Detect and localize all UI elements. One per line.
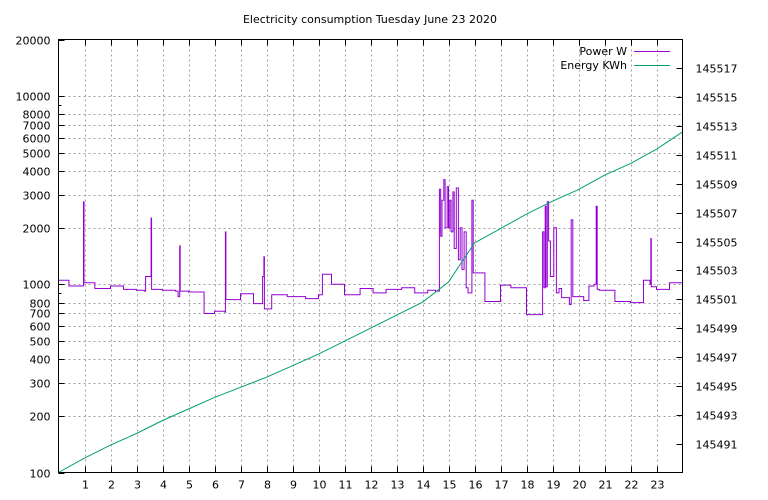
x-tick-label: 5 — [186, 479, 193, 492]
x-tick-label: 20 — [573, 479, 587, 492]
y-left-tick-label: 300 — [30, 378, 51, 391]
y-right-tick-label: 145505 — [696, 237, 738, 250]
y-right-tick-label: 145503 — [696, 265, 738, 278]
x-tick-label: 13 — [391, 479, 405, 492]
x-tick-label: 6 — [212, 479, 219, 492]
x-tick-label: 3 — [134, 479, 141, 492]
x-tick-label: 18 — [521, 479, 535, 492]
y-left-tick-label: 1000 — [23, 279, 51, 292]
x-tick-label: 1 — [82, 479, 89, 492]
y-left-tick-label: 8000 — [23, 109, 51, 122]
x-tick-label: 11 — [339, 479, 353, 492]
x-tick-label: 2 — [108, 479, 115, 492]
y-right-tick-label: 145499 — [696, 323, 738, 336]
y-left-tick-label: 5000 — [23, 148, 51, 161]
y-left-tick-label: 500 — [30, 336, 51, 349]
x-tick-label: 8 — [264, 479, 271, 492]
x-tick-label: 17 — [495, 479, 509, 492]
axis-labels: 1 2 3 4 5 6 7 8 9 10 11 12 13 14 15 16 17 18 19 20 21 22 23100… — [16, 35, 738, 492]
y-left-tick-label: 600 — [30, 321, 51, 334]
y-right-tick-label: 145493 — [696, 410, 738, 423]
y-right-tick-label: 145501 — [696, 294, 738, 307]
y-left-tick-label: 20000 — [16, 35, 51, 48]
y-right-tick-label: 145507 — [696, 208, 738, 221]
x-tick-label: 19 — [547, 479, 561, 492]
y-left-tick-label: 400 — [30, 354, 51, 367]
x-tick-label: 16 — [469, 479, 483, 492]
energy-kwh-series — [58, 131, 683, 473]
x-tick-label: 7 — [238, 479, 245, 492]
x-tick-label: 22 — [625, 479, 639, 492]
x-tick-label: 14 — [417, 479, 431, 492]
x-tick-label: 9 — [290, 479, 297, 492]
y-right-tick-label: 145513 — [696, 121, 738, 134]
y-left-tick-label: 700 — [30, 308, 51, 321]
series-layer — [58, 131, 683, 473]
y-left-tick-label: 100 — [30, 468, 51, 481]
y-left-tick-label: 10000 — [16, 91, 51, 104]
legend-label: Power W — [579, 45, 627, 58]
y-right-tick-label: 145511 — [696, 150, 738, 163]
y-left-tick-label: 2000 — [23, 223, 51, 236]
legend-label: Energy KWh — [560, 59, 627, 72]
y-right-tick-label: 145495 — [696, 381, 738, 394]
y-left-tick-label: 6000 — [23, 133, 51, 146]
x-tick-label: 23 — [651, 479, 665, 492]
x-tick-label: 12 — [365, 479, 379, 492]
y-right-tick-label: 145491 — [696, 439, 738, 452]
y-left-tick-label: 3000 — [23, 190, 51, 203]
x-tick-label: 10 — [313, 479, 327, 492]
y-left-tick-label: 800 — [30, 298, 51, 311]
y-left-tick-label: 4000 — [23, 166, 51, 179]
y-right-tick-label: 145497 — [696, 352, 738, 365]
y-left-tick-label: 200 — [30, 411, 51, 424]
x-tick-label: 15 — [443, 479, 457, 492]
y-right-tick-label: 145515 — [696, 92, 738, 105]
x-tick-label: 4 — [160, 479, 167, 492]
grid — [58, 39, 683, 473]
y-left-tick-label: 7000 — [23, 120, 51, 133]
y-right-tick-label: 145509 — [696, 179, 738, 192]
power-w-series — [58, 179, 683, 316]
x-tick-label: 21 — [599, 479, 613, 492]
axis-ticks — [58, 39, 683, 474]
plot-frame — [58, 39, 683, 473]
y-right-tick-label: 145517 — [696, 63, 738, 76]
chart-title: Electricity consumption Tuesday June 23 … — [243, 13, 497, 26]
